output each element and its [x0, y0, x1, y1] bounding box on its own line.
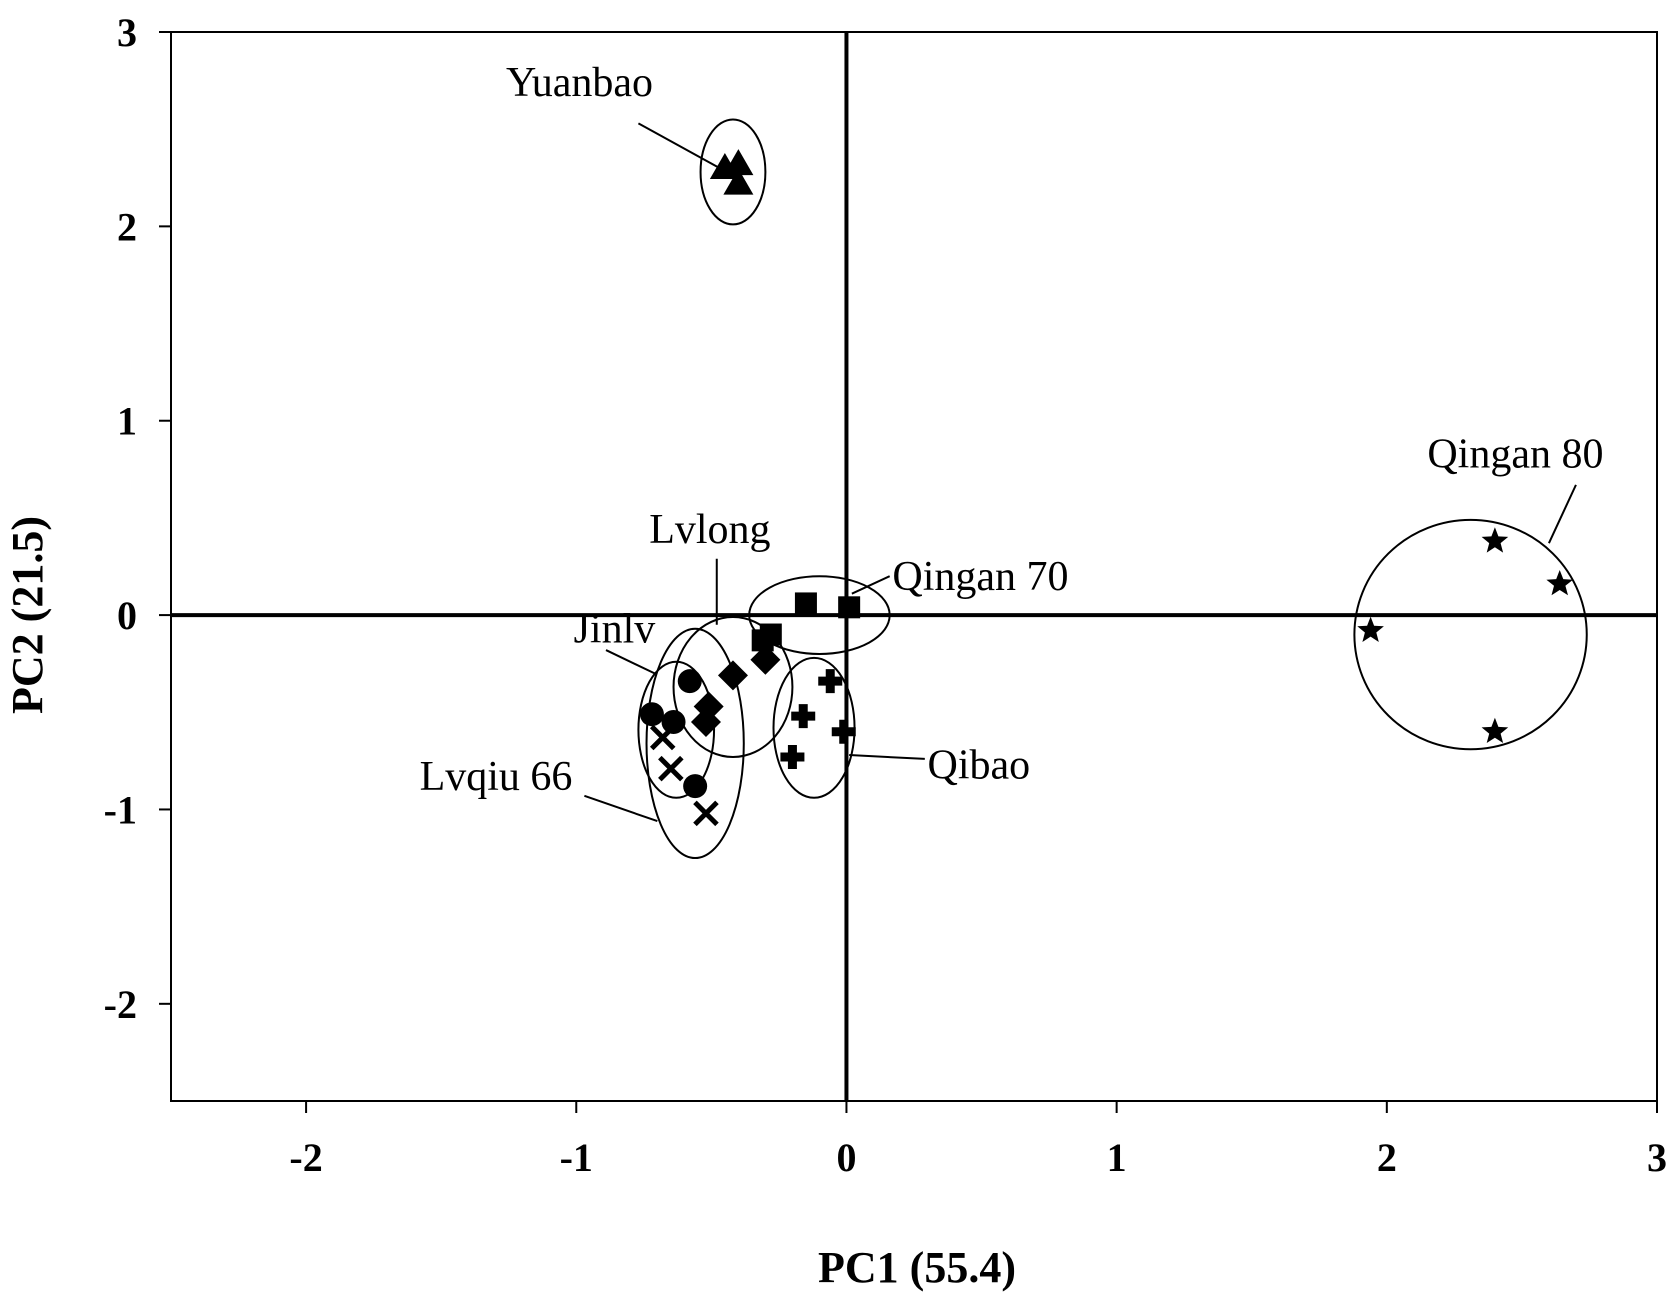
diamond-marker	[750, 644, 781, 675]
cross-marker	[831, 719, 856, 744]
x-tick-label: 2	[1377, 1135, 1397, 1180]
triangle-marker	[723, 168, 754, 195]
annotation-pointer-line	[637, 122, 720, 169]
x-axis-title: PC1 (55.4)	[818, 1243, 1016, 1292]
diamond-marker	[717, 660, 748, 691]
annotation-pointer-line	[584, 794, 658, 823]
x-tick-label: -1	[560, 1135, 593, 1180]
cross-marker	[791, 704, 816, 729]
annotation-pointer-line	[605, 649, 656, 675]
x-tick-label: 1	[1107, 1135, 1127, 1180]
y-tick-label: 2	[117, 204, 137, 249]
plot-frame	[170, 31, 1658, 1102]
circle-marker	[661, 709, 686, 734]
star-marker	[1357, 616, 1384, 642]
group-ellipse	[1353, 518, 1588, 751]
circle-marker	[677, 669, 702, 694]
diamond-marker	[690, 706, 721, 737]
annotation-pointer-line	[1548, 484, 1577, 544]
y-tick-label: 3	[117, 10, 137, 55]
y-axis-title: PC2 (21.5)	[3, 516, 52, 714]
cross-marker	[780, 744, 805, 769]
group-label: Lvlong	[649, 507, 770, 553]
group-ellipse	[645, 627, 745, 860]
group-ellipse	[699, 118, 767, 226]
x-tick-label: 0	[836, 1135, 856, 1180]
group-label: Qingan 70	[892, 554, 1068, 600]
annotation-pointer-line	[851, 575, 891, 595]
cross-marker	[818, 669, 843, 694]
x-tick-label: -2	[289, 1135, 322, 1180]
square-marker	[794, 592, 817, 615]
square-marker	[751, 629, 774, 652]
group-label: Jinlv	[574, 606, 656, 652]
y-tick-label: -1	[104, 787, 137, 832]
group-label: Qibao	[928, 742, 1031, 788]
star-marker	[1481, 717, 1509, 743]
y-tick-label: -2	[104, 982, 137, 1027]
star-marker	[1546, 570, 1573, 596]
x-marker	[693, 800, 719, 827]
y-tick-label: 0	[117, 593, 137, 638]
x-marker	[658, 755, 684, 782]
group-label: Yuanbao	[506, 60, 653, 106]
circle-marker	[683, 774, 708, 799]
triangle-marker	[723, 149, 754, 176]
y-tick-label: 1	[117, 399, 137, 444]
group-ellipse	[672, 616, 794, 758]
x-tick-label: 3	[1647, 1135, 1667, 1180]
annotation-pointer-line	[849, 754, 925, 760]
group-label: Lvqiu 66	[420, 754, 573, 800]
group-ellipse	[637, 660, 716, 799]
square-marker	[838, 596, 861, 619]
group-label: Qingan 80	[1427, 431, 1603, 477]
star-marker	[1481, 527, 1509, 553]
group-ellipse	[748, 575, 891, 655]
x-marker	[649, 724, 676, 751]
circle-marker	[639, 702, 664, 727]
